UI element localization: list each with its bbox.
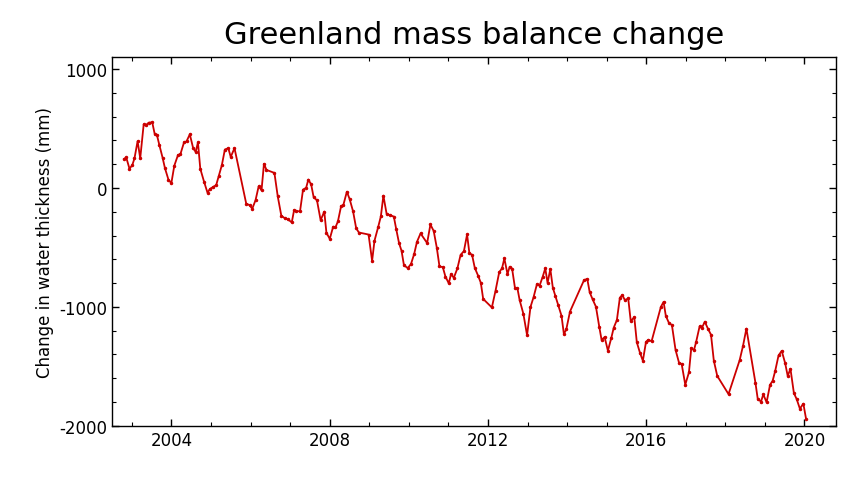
Title: Greenland mass balance change: Greenland mass balance change	[224, 21, 723, 50]
Y-axis label: Change in water thickness (mm): Change in water thickness (mm)	[35, 107, 53, 377]
